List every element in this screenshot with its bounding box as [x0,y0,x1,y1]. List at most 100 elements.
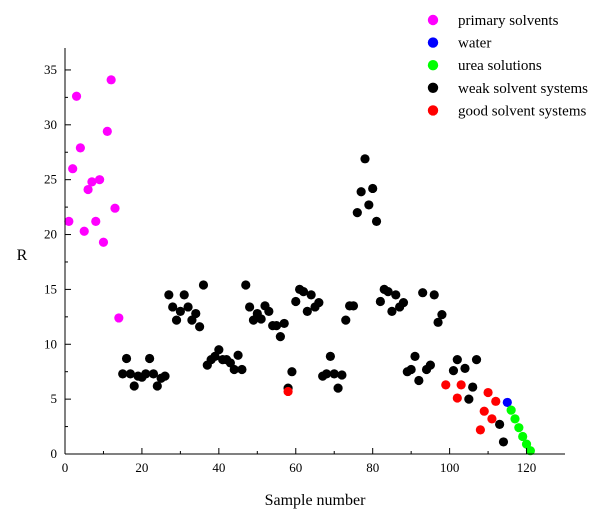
data-point [298,287,309,297]
series-good-solvent-systems [283,380,501,435]
data-point [229,364,239,375]
data-point [241,280,251,290]
data-point [518,431,528,442]
data-point [375,296,385,307]
data-point [437,310,447,320]
legend-marker [427,82,439,94]
y-axis-label: R [17,247,28,264]
legend-marker [427,105,439,116]
data-point [514,423,524,433]
data-point [114,313,124,323]
x-tick-label: 0 [62,460,69,475]
data-point [360,154,370,164]
data-point [195,322,205,332]
data-point [91,216,101,226]
data-point [214,345,224,355]
data-point [106,75,116,85]
legend-item: urea solutions [427,58,542,74]
y-tick-label: 5 [51,391,58,406]
data-point [391,290,401,300]
x-tick-label: 120 [517,460,537,475]
data-point [302,306,312,316]
plot-area [64,75,535,456]
legend-item: good solvent systems [427,103,586,119]
data-point [368,183,378,194]
data-point [118,369,128,379]
axes [64,48,565,455]
data-point [160,371,170,381]
data-point [271,321,282,331]
series-primary-solvents [64,75,124,323]
data-point [191,308,201,319]
data-point [237,364,247,375]
data-point [198,280,209,290]
data-point [179,290,189,300]
data-point [510,414,520,424]
data-point [387,306,397,316]
data-point [352,207,362,218]
data-point [383,287,393,297]
data-point [314,297,324,308]
legend-marker [427,59,439,71]
data-point [291,296,301,307]
data-point [483,387,493,398]
series-weak-solvent-systems [118,154,509,447]
data-point [452,393,462,403]
legend-label: urea solutions [458,58,542,74]
x-tick-label: 100 [440,460,460,475]
data-point [448,366,459,376]
data-point [475,425,485,435]
data-point [321,369,332,379]
data-point [148,369,159,379]
data-point [433,317,443,327]
data-point [429,290,439,300]
data-point [175,306,185,316]
legend-label: water [458,36,491,52]
data-point [464,394,474,404]
y-tick-label: 35 [44,62,57,77]
data-point [406,364,416,375]
data-point [121,353,132,364]
data-point [414,375,424,386]
series-water [502,397,512,408]
data-point [479,406,489,416]
data-point [487,414,497,424]
legend-marker [427,37,439,48]
data-point [171,315,182,325]
y-tick-label: 15 [44,281,57,296]
y-tick-label: 30 [44,117,57,132]
data-point [418,288,428,298]
data-point [356,187,366,197]
x-tick-label: 80 [366,460,379,475]
legend-marker [427,14,439,26]
data-point [87,177,97,187]
data-point [329,369,339,379]
data-point [256,314,266,324]
data-point [275,331,285,342]
data-point [498,437,509,447]
data-point [306,290,316,300]
data-point [183,302,193,312]
data-point [145,353,155,364]
y-tick-label: 25 [44,172,57,187]
data-point [245,302,255,312]
data-point [398,297,409,308]
data-point [452,355,462,365]
data-point [525,446,535,456]
legend-label: primary solvents [458,13,559,29]
data-point [410,351,420,361]
data-point [152,381,162,391]
legend-label: good solvent systems [458,103,586,119]
data-point [502,397,512,408]
data-point [75,143,85,153]
data-point [337,370,347,380]
y-tick-label: 0 [51,446,58,461]
y-tick-label: 20 [44,227,57,242]
legend: primary solvents water urea solutions weak … [427,13,588,119]
data-point [168,302,178,312]
data-point [95,175,105,185]
data-point [491,396,501,406]
legend-item: water [427,36,491,52]
data-point [468,382,478,392]
data-point [264,306,274,316]
